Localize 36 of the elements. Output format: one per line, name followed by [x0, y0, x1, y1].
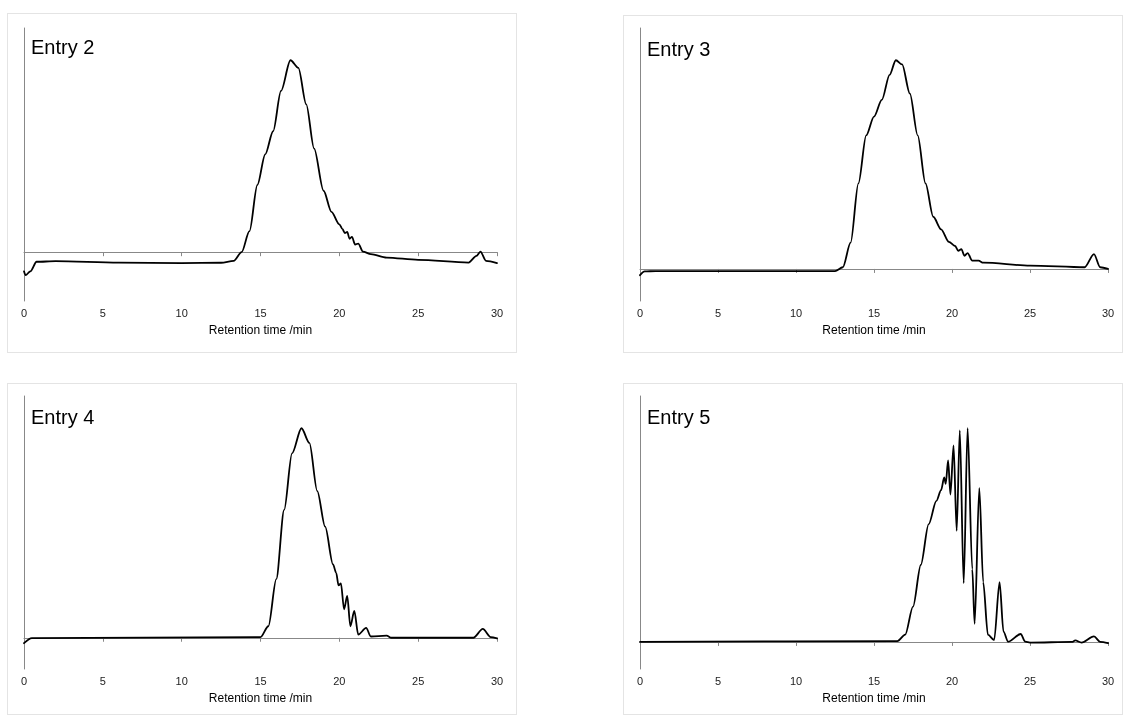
x-tick-label: 10: [175, 674, 188, 687]
x-axis-title: Retention time /min: [208, 691, 313, 705]
x-tick-label: 10: [789, 674, 803, 687]
x-tick-label: 30: [1101, 306, 1115, 319]
x-tick-label: 5: [99, 674, 106, 687]
x-tick-label: 25: [1023, 674, 1037, 687]
x-tick-label: 10: [789, 306, 803, 319]
x-tick-label: 20: [333, 674, 346, 687]
x-tick-label: 5: [714, 306, 722, 319]
x-tick-label: 5: [99, 306, 106, 319]
x-tick-label: 0: [20, 674, 28, 687]
x-tick-label: 10: [175, 306, 188, 319]
x-tick-label: 20: [945, 306, 959, 319]
chart-title: Entry 5: [647, 406, 711, 428]
x-tick-label: 25: [412, 306, 425, 319]
x-tick-label: 30: [490, 306, 504, 319]
x-axis-title: Retention time /min: [208, 323, 313, 337]
x-tick-label: 15: [867, 306, 881, 319]
x-tick-label: 15: [867, 674, 881, 687]
x-tick-label: 15: [254, 306, 267, 319]
x-tick-label: 20: [945, 674, 959, 687]
x-axis-title: Retention time /min: [822, 323, 926, 337]
x-tick-label: 25: [412, 674, 425, 687]
x-tick-label: 0: [20, 306, 28, 319]
x-tick-label: 0: [636, 674, 644, 687]
x-tick-label: 25: [1023, 306, 1037, 319]
chart-title: Entry 3: [647, 38, 711, 60]
x-tick-label: 20: [333, 306, 346, 319]
chart-title: Entry 4: [31, 406, 95, 428]
x-tick-label: 30: [1101, 674, 1115, 687]
x-tick-label: 30: [490, 674, 504, 687]
x-tick-label: 0: [636, 306, 644, 319]
x-tick-label: 15: [254, 674, 267, 687]
x-axis-title: Retention time /min: [822, 691, 926, 705]
chart-title: Entry 2: [31, 36, 95, 58]
x-tick-label: 5: [714, 674, 722, 687]
